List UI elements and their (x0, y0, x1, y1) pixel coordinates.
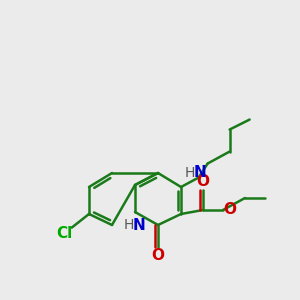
Text: Cl: Cl (56, 226, 72, 241)
Text: N: N (193, 165, 206, 180)
Text: O: O (152, 248, 164, 262)
Text: N: N (133, 218, 146, 232)
Text: O: O (224, 202, 236, 217)
Text: H: H (124, 218, 134, 232)
Text: H: H (184, 166, 195, 179)
Text: O: O (196, 175, 209, 190)
